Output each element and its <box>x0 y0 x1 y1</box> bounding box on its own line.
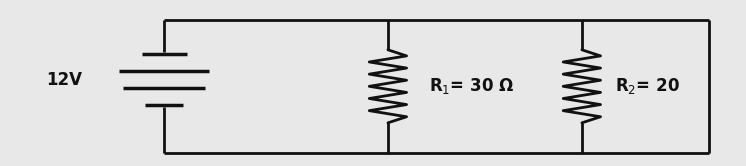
Text: 12V: 12V <box>46 71 82 89</box>
Text: R$_1$= 30 Ω: R$_1$= 30 Ω <box>429 76 514 96</box>
Text: R$_2$= 20: R$_2$= 20 <box>615 76 680 96</box>
